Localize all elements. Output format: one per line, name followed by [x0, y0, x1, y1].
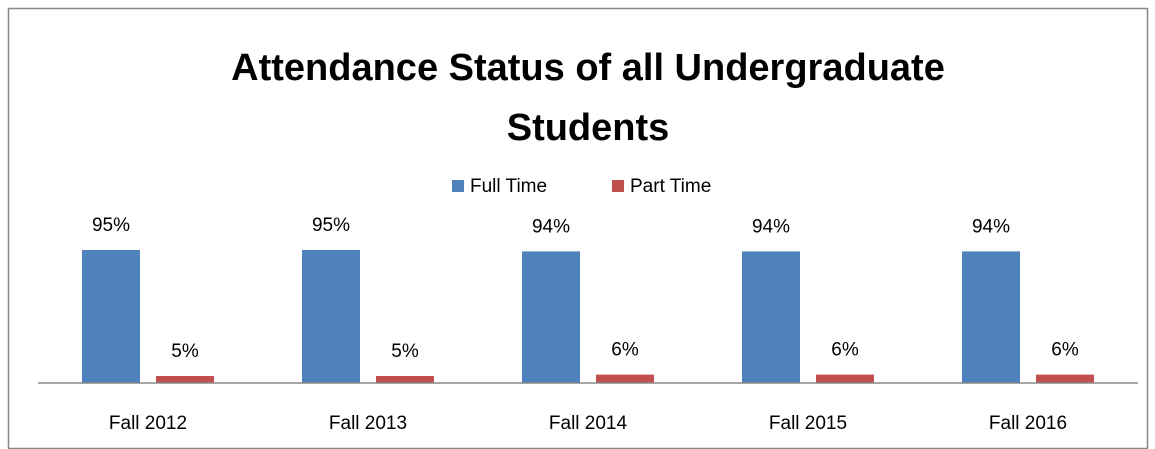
data-label: 94% [972, 216, 1010, 237]
bar [522, 251, 580, 383]
x-tick-label: Fall 2014 [549, 413, 628, 434]
legend-swatch [612, 180, 624, 192]
data-label: 94% [752, 216, 790, 237]
data-label: 95% [92, 215, 130, 236]
bar [596, 374, 654, 383]
data-label: 94% [532, 216, 570, 237]
bar [302, 250, 360, 383]
legend-label: Part Time [630, 176, 711, 197]
bar [742, 251, 800, 383]
x-tick-label: Fall 2016 [989, 413, 1067, 434]
bar [1036, 374, 1094, 383]
x-tick-label: Fall 2013 [329, 413, 407, 434]
bar [156, 376, 214, 383]
data-label: 95% [312, 215, 350, 236]
bar [962, 251, 1020, 383]
bar [82, 250, 140, 383]
legend-label: Full Time [470, 176, 547, 197]
x-tick-label: Fall 2015 [769, 413, 847, 434]
legend-swatch [452, 180, 464, 192]
data-label: 5% [171, 341, 199, 362]
bar [376, 376, 434, 383]
x-tick-label: Fall 2012 [109, 413, 187, 434]
data-label: 6% [1051, 340, 1079, 361]
chart-title: Attendance Status of all Undergraduate S… [231, 47, 945, 149]
bar [816, 374, 874, 383]
data-label: 5% [391, 341, 419, 362]
data-label: 6% [611, 340, 639, 361]
data-label: 6% [831, 340, 859, 361]
